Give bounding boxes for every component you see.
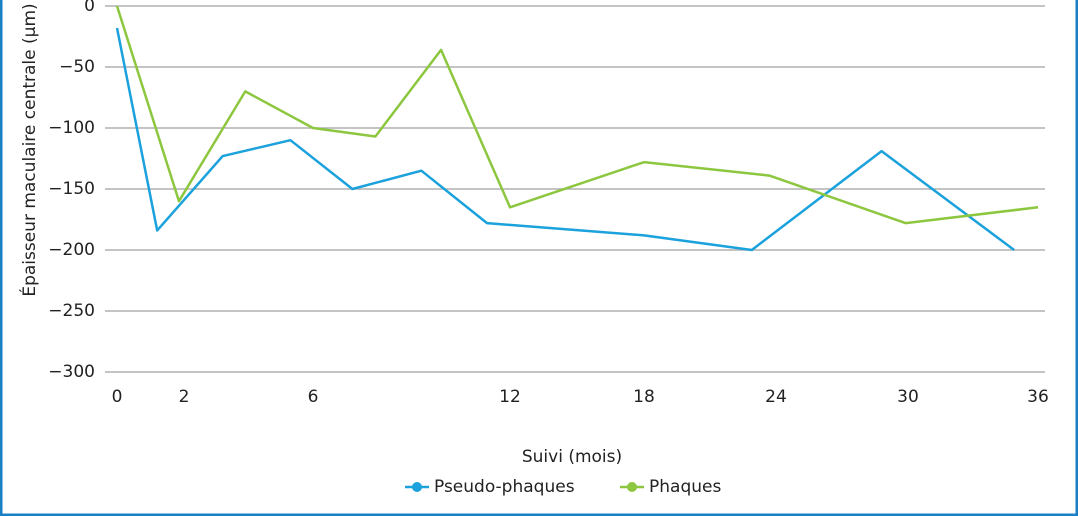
x-tick-label: 30 bbox=[897, 387, 919, 407]
x-tick-label: 18 bbox=[633, 387, 655, 407]
y-tick-label: −150 bbox=[48, 179, 95, 199]
y-tick-label: 0 bbox=[84, 0, 95, 16]
x-tick-label: 0 bbox=[112, 387, 123, 407]
legend-marker bbox=[412, 482, 422, 492]
y-tick-label: −50 bbox=[59, 57, 95, 77]
legend-label: Pseudo-phaques bbox=[434, 477, 575, 497]
series-line bbox=[115, 27, 1015, 252]
y-tick-label: −300 bbox=[48, 362, 95, 382]
x-tick-label: 2 bbox=[179, 387, 190, 407]
x-tick-label: 12 bbox=[499, 387, 521, 407]
y-tick-label: −250 bbox=[48, 301, 95, 321]
x-tick-label: 24 bbox=[765, 387, 787, 407]
legend-marker bbox=[627, 482, 637, 492]
y-tick-label: −200 bbox=[48, 240, 95, 260]
y-tick-label: −100 bbox=[48, 118, 95, 138]
series-line bbox=[115, 5, 1039, 225]
x-tick-label: 6 bbox=[308, 387, 319, 407]
x-axis-title: Suivi (mois) bbox=[522, 447, 622, 467]
x-tick-label: 36 bbox=[1027, 387, 1049, 407]
y-axis-title: Épaisseur maculaire centrale (µm) bbox=[18, 3, 40, 296]
legend-label: Phaques bbox=[649, 477, 721, 497]
